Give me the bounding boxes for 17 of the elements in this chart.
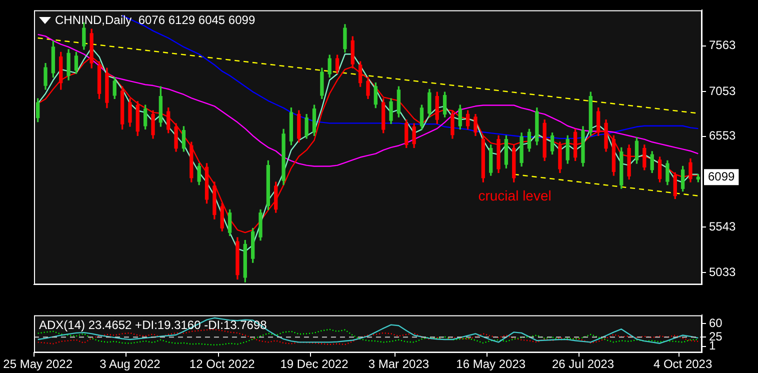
y-tick-label: 6553 (709, 128, 736, 143)
x-tick-label: 19 Dec 2022 (280, 357, 349, 372)
y-tick-label: 7563 (709, 38, 736, 52)
x-tick-label: 3 Aug 2022 (100, 357, 161, 372)
y-tick-label: 7053 (709, 84, 736, 98)
y-tick-label: 60 (709, 316, 723, 330)
x-tick-label: 12 Oct 2022 (189, 357, 256, 372)
annotation: crucial level (478, 188, 552, 204)
x-tick-label: 26 Jul 2023 (552, 357, 614, 372)
x-tick-label: 16 May 2023 (456, 357, 526, 372)
annotation: 6099 (708, 169, 736, 184)
x-tick-label: 3 Mar 2023 (368, 357, 430, 372)
chart-title: CHNIND,Daily 6076 6129 6045 6099 (55, 13, 256, 28)
y-tick-label: 5033 (709, 264, 736, 279)
x-tick-label: 4 Oct 2023 (653, 357, 712, 372)
y-tick-label: 5543 (709, 219, 736, 234)
x-tick-label: 25 May 2022 (3, 357, 73, 372)
